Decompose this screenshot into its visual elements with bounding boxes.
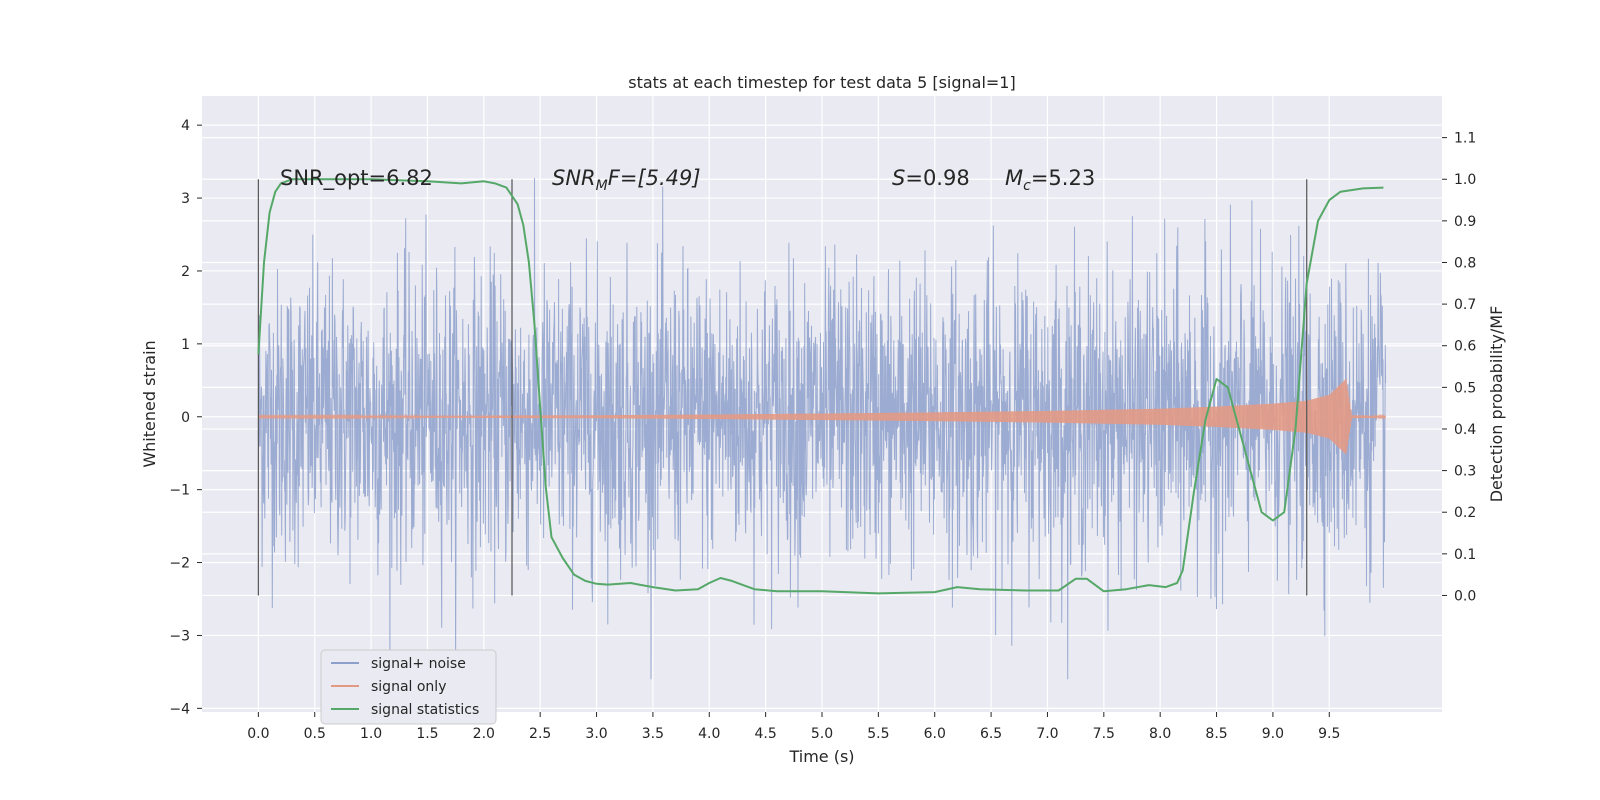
x-tick-label-3: 1.5 bbox=[416, 726, 438, 742]
legend-label-signal-noise: signal+ noise bbox=[371, 656, 466, 672]
y-left-tick-label-4: 0 bbox=[181, 410, 190, 426]
y-right-tick-label-6: 0.5 bbox=[1454, 380, 1476, 396]
x-tick-label-9: 4.5 bbox=[755, 726, 777, 742]
annotation-snr-mf-base: SNR bbox=[552, 166, 596, 190]
x-tick-label-7: 3.5 bbox=[642, 726, 664, 742]
y-right-tick-label-5: 0.6 bbox=[1454, 339, 1476, 355]
x-tick-label-16: 8.0 bbox=[1149, 726, 1171, 742]
x-axis-label: Time (s) bbox=[788, 747, 854, 766]
y-left-tick-label-2: 2 bbox=[181, 264, 190, 280]
x-tick-label-13: 6.5 bbox=[980, 726, 1002, 742]
x-tick-label-1: 0.5 bbox=[304, 726, 326, 742]
x-tick-label-2: 1.0 bbox=[360, 726, 382, 742]
annotation-s-var: S bbox=[892, 166, 905, 190]
y-left-tick-label-5: −1 bbox=[169, 483, 190, 499]
annotation-snr-opt: SNR_opt=6.82 bbox=[280, 166, 433, 191]
legend: signal+ noise signal only signal statist… bbox=[320, 649, 497, 725]
x-tick-label-4: 2.0 bbox=[473, 726, 495, 742]
y-right-tick-label-9: 0.2 bbox=[1454, 505, 1476, 521]
y-axis-right-ticks: 1.1 1.0 0.9 0.8 0.7 0.6 0.5 0.4 0.3 0.2 0.1 0.0 bbox=[1442, 131, 1476, 604]
signal-statistics-line bbox=[257, 178, 1384, 595]
x-tick-label-5: 2.5 bbox=[529, 726, 551, 742]
x-axis-ticks: 0.0 0.5 1.0 1.5 2.0 2.5 3.0 3.5 4.0 4.5 5.0 5.5 6.0 6… bbox=[247, 712, 1340, 742]
x-tick-label-6: 3.0 bbox=[585, 726, 607, 742]
annotation-snr-mf-sub: M bbox=[596, 178, 608, 194]
x-tick-label-14: 7.0 bbox=[1036, 726, 1058, 742]
y-left-tick-label-7: −3 bbox=[169, 628, 190, 644]
y-right-tick-label-2: 0.9 bbox=[1454, 214, 1476, 230]
x-tick-label-12: 6.0 bbox=[924, 726, 946, 742]
x-tick-label-11: 5.5 bbox=[867, 726, 889, 742]
annotation-mc-var: M bbox=[1005, 166, 1023, 190]
signal-only-line bbox=[257, 378, 1387, 455]
x-tick-label-15: 7.5 bbox=[1093, 726, 1115, 742]
x-tick-label-10: 5.0 bbox=[811, 726, 833, 742]
legend-box bbox=[320, 649, 497, 725]
y-right-tick-label-1: 1.0 bbox=[1454, 172, 1476, 188]
annotation-mc-sub: c bbox=[1023, 178, 1031, 194]
annotation-snr-mf: SNRMF=[5.49] bbox=[552, 166, 701, 194]
legend-label-signal-statistics: signal statistics bbox=[371, 702, 479, 718]
y-axis-right-label: Detection probability/MF bbox=[1487, 306, 1506, 503]
y-left-tick-label-8: −4 bbox=[169, 701, 190, 717]
x-tick-label-18: 9.0 bbox=[1262, 726, 1284, 742]
annotation-mc: Mc=5.23 bbox=[1005, 166, 1095, 194]
y-right-tick-label-7: 0.4 bbox=[1454, 422, 1476, 438]
series-signal-statistics bbox=[257, 178, 1384, 595]
y-left-tick-label-1: 3 bbox=[181, 191, 190, 207]
annotation-s: S=0.98 bbox=[892, 166, 970, 190]
y-right-tick-label-4: 0.7 bbox=[1454, 297, 1476, 313]
y-left-tick-label-3: 1 bbox=[181, 337, 190, 353]
series-signal-only bbox=[257, 378, 1387, 455]
legend-label-signal-only: signal only bbox=[371, 679, 446, 695]
x-tick-label-19: 9.5 bbox=[1318, 726, 1340, 742]
y-right-tick-label-8: 0.3 bbox=[1454, 464, 1476, 480]
chart-title: stats at each timestep for test data 5 [… bbox=[628, 73, 1015, 92]
y-right-tick-label-11: 0.0 bbox=[1454, 588, 1476, 604]
y-left-tick-label-0: 4 bbox=[181, 118, 190, 134]
annotation-s-val: =0.98 bbox=[905, 166, 969, 190]
y-left-tick-label-6: −2 bbox=[169, 556, 190, 572]
y-right-tick-label-10: 0.1 bbox=[1454, 547, 1476, 563]
y-right-tick-label-0: 1.1 bbox=[1454, 131, 1476, 147]
y-axis-left-ticks: 4 3 2 1 0 −1 −2 −3 −4 bbox=[169, 118, 202, 717]
y-right-tick-label-3: 0.8 bbox=[1454, 255, 1476, 271]
annotation-snr-mf-rest: F=[5.49] bbox=[608, 166, 701, 190]
y-axis-left-label: Whitened strain bbox=[140, 340, 159, 467]
vertical-markers bbox=[257, 179, 1308, 596]
x-tick-label-17: 8.5 bbox=[1205, 726, 1227, 742]
annotation-mc-val: =5.23 bbox=[1031, 166, 1095, 190]
x-tick-label-0: 0.0 bbox=[247, 726, 269, 742]
x-tick-label-8: 4.0 bbox=[698, 726, 720, 742]
